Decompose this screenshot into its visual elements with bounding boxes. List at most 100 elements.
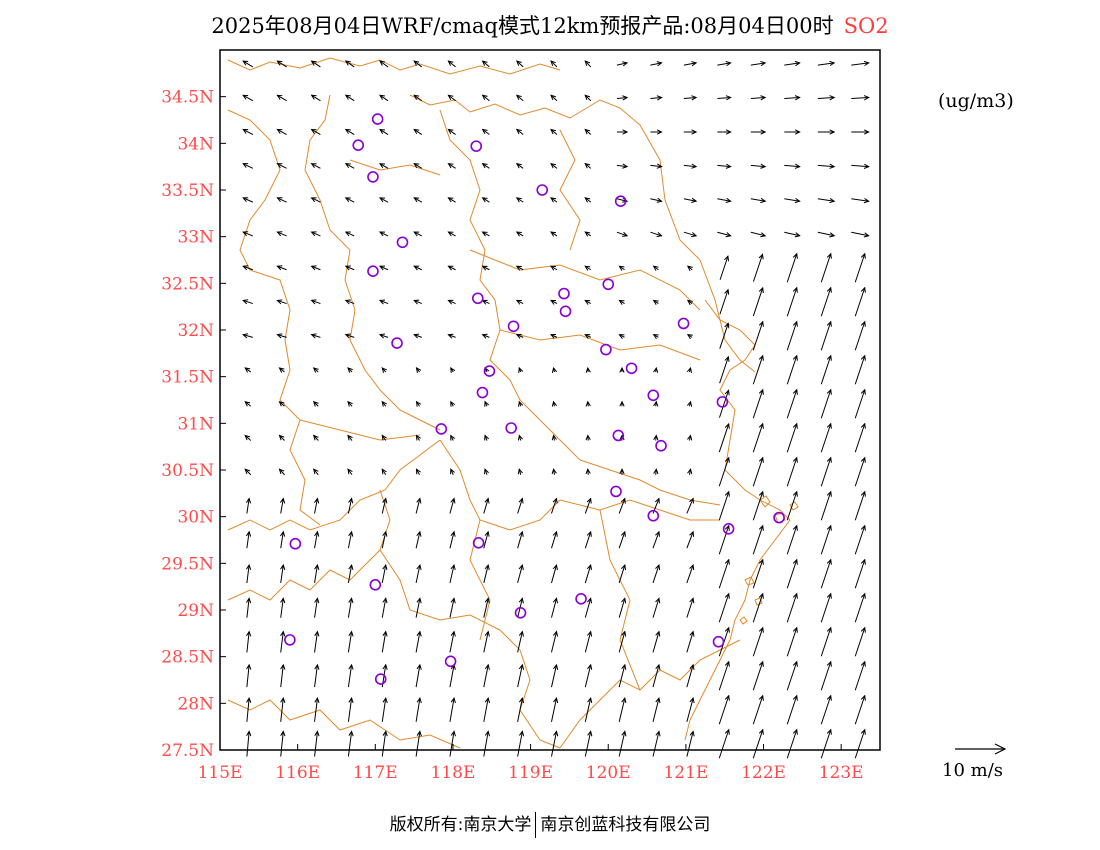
coastline: [684, 299, 791, 741]
wind-arrow: [786, 490, 798, 521]
wind-arrow: [276, 94, 287, 102]
wind-arrow: [242, 197, 254, 203]
station-marker: [602, 278, 615, 291]
wind-arrow: [616, 129, 629, 135]
boundary-north: [227, 57, 561, 75]
station-marker: [614, 195, 627, 207]
y-axis: 27.5N 28N 28.5N 29N 29.5N 30N 30.5N 31N 31.5N 32N…: [161, 88, 226, 761]
wind-arrow: [784, 231, 801, 238]
wind-arrow: [752, 354, 764, 385]
wind-arrow: [820, 354, 832, 385]
wind-arrow: [686, 663, 695, 688]
wind-arrow: [618, 334, 625, 339]
wind-arrow: [347, 434, 353, 441]
wind-arrow: [449, 630, 456, 653]
y-tick-label: 33.5N: [161, 181, 214, 201]
wind-arrow: [415, 630, 422, 653]
wind-arrow: [447, 231, 456, 237]
station-marker: [773, 511, 785, 524]
wind-arrow: [619, 468, 625, 475]
wind-arrow: [820, 456, 832, 487]
wind-arrow: [550, 162, 558, 169]
station-marker: [507, 320, 520, 333]
wind-arrow: [683, 231, 698, 238]
station-marker: [514, 606, 527, 619]
station-marker: [612, 429, 625, 442]
wind-arrow: [719, 288, 730, 315]
wind-arrow: [854, 660, 866, 691]
wind-arrow: [415, 434, 421, 441]
wind-arrow: [242, 94, 254, 102]
station-marker: [367, 265, 379, 278]
wind-arrow: [347, 530, 354, 549]
wind-arrow: [652, 530, 660, 549]
y-tick-label: 28N: [177, 694, 214, 714]
wind-arrow: [820, 524, 832, 555]
wind-arrow: [652, 334, 659, 340]
wind-arrow: [784, 60, 801, 67]
wind-arrow: [310, 299, 321, 305]
wind-arrow: [517, 697, 525, 722]
wind-arrow: [413, 60, 423, 68]
boundary-fujian: [559, 639, 741, 749]
wind-arrow: [312, 468, 319, 476]
wind-arrow: [242, 299, 253, 305]
wind-arrow: [344, 60, 355, 68]
wind-arrow: [449, 563, 456, 584]
wind-arrow: [618, 597, 627, 618]
wind-arrow: [242, 333, 253, 339]
wind-arrow: [784, 197, 801, 204]
wind-arrow: [551, 563, 558, 584]
wind-arrow: [653, 366, 659, 373]
wind-arrow: [344, 299, 355, 305]
y-tick-label: 32.5N: [161, 274, 214, 294]
wind-arrow: [652, 299, 659, 305]
wind-arrow: [276, 333, 287, 339]
wind-arrow: [517, 663, 525, 688]
wind-arrow: [314, 697, 320, 722]
wind-arrow: [344, 265, 355, 271]
wind-arrow: [347, 697, 354, 722]
wind-arrow: [584, 299, 592, 305]
wind-arrow: [549, 334, 558, 339]
wind-arrow: [310, 163, 321, 169]
wind-arrow: [652, 697, 661, 722]
wind-arrow: [584, 497, 592, 514]
wind-arrow: [379, 60, 389, 68]
wind-arrow: [786, 626, 798, 657]
boundary-zhejiang-jiangxi: [379, 489, 561, 749]
wind-arrow: [481, 94, 490, 102]
wind-arrow: [515, 94, 524, 102]
wind-arrow: [483, 697, 491, 722]
wind-arrow: [650, 163, 663, 169]
wind-arrow: [449, 597, 456, 618]
wind-arrow: [652, 730, 661, 757]
wind-arrow: [314, 630, 320, 653]
wind-arrow: [750, 231, 767, 238]
wind-arrow: [616, 61, 629, 67]
wind-arrow: [517, 530, 524, 549]
station-marker: [396, 236, 409, 249]
x-tick-label: 116E: [275, 763, 320, 783]
wind-arrow: [854, 490, 866, 521]
wind-arrow: [244, 367, 252, 373]
wind-arrow: [517, 434, 523, 441]
wind-arrow: [310, 94, 321, 102]
station-marker: [610, 485, 622, 498]
wind-arrow: [683, 129, 698, 135]
y-tick-label: 30N: [177, 508, 214, 528]
y-tick-label: 29.5N: [161, 554, 214, 574]
wind-arrow: [314, 730, 320, 757]
wind-arrow: [786, 592, 798, 623]
wind-arrow: [584, 597, 593, 618]
boundary-inner-3: [559, 129, 581, 251]
y-tick-label: 27.5N: [161, 741, 214, 761]
wind-arrow: [686, 334, 693, 340]
wind-arrow: [820, 320, 832, 351]
wind-arrow: [310, 128, 321, 135]
x-tick-label: 120E: [586, 763, 631, 783]
wind-arrow: [752, 592, 764, 623]
y-tick-label: 31N: [177, 414, 214, 434]
wind-arrow: [312, 434, 319, 441]
wind-arrow: [854, 728, 866, 759]
